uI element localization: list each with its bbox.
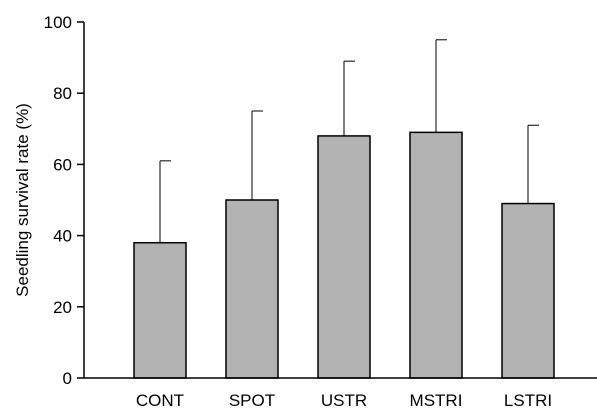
- y-tick-label: 40: [53, 227, 72, 246]
- y-tick-label: 20: [53, 298, 72, 317]
- y-tick-label: 100: [44, 13, 72, 32]
- bar-ustr: [317, 135, 371, 379]
- y-axis-ticks: 0 20 40 60 80 100: [44, 13, 84, 388]
- x-tick-label: SPOT: [229, 391, 275, 410]
- bar-mstri: [409, 131, 463, 379]
- y-tick-label: 80: [53, 84, 72, 103]
- bar-spot: [225, 199, 279, 379]
- y-axis-title: Seedling survival rate (%): [13, 103, 32, 297]
- y-tick-label: 60: [53, 155, 72, 174]
- error-bars: [159, 39, 539, 243]
- x-tick-label: MSTRI: [410, 391, 463, 410]
- bar-lstri: [501, 202, 555, 379]
- y-tick-label: 0: [63, 369, 72, 388]
- x-tick-label: LSTRI: [504, 391, 552, 410]
- x-axis-tick-labels: CONT SPOT USTR MSTRI LSTRI: [136, 391, 552, 410]
- x-tick-label: USTR: [321, 391, 367, 410]
- x-tick-label: CONT: [136, 391, 184, 410]
- bar-series: [133, 131, 555, 379]
- bar-cont: [133, 241, 187, 379]
